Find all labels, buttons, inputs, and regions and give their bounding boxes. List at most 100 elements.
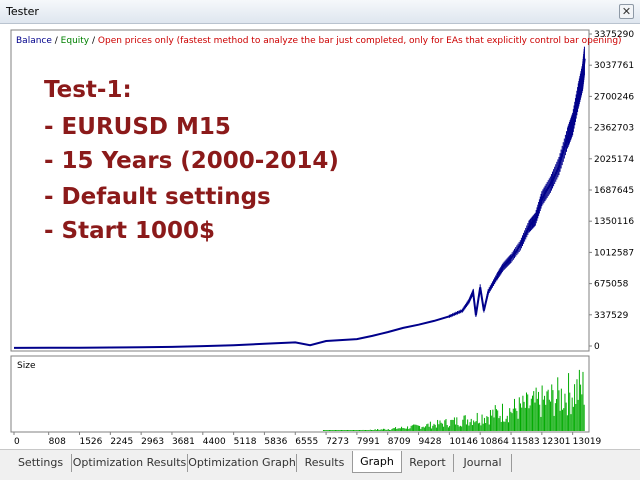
size-bar — [368, 430, 370, 431]
size-bar — [332, 430, 334, 431]
size-bar — [440, 422, 442, 431]
size-bar — [541, 385, 543, 431]
size-bar — [527, 394, 529, 431]
size-bar — [405, 428, 407, 431]
size-bar — [349, 430, 351, 431]
y-tick-label: 2362703 — [594, 124, 634, 134]
size-bar — [539, 404, 541, 431]
size-bar — [533, 391, 535, 431]
size-bar — [352, 430, 354, 431]
size-bar — [393, 428, 395, 431]
x-tick-label: 13019 — [573, 437, 602, 447]
tab-journal[interactable]: Journal — [454, 454, 512, 472]
size-bar — [350, 430, 352, 431]
size-bar — [501, 403, 503, 431]
size-bar — [439, 420, 441, 431]
y-tick-label: 3037761 — [594, 61, 634, 71]
tab-optimization-graph[interactable]: Optimization Graph — [188, 454, 297, 472]
size-bar — [510, 411, 512, 431]
size-bar — [500, 421, 502, 431]
size-bar — [497, 410, 499, 431]
size-bar — [334, 430, 336, 431]
tab-optimization-results[interactable]: Optimization Results — [72, 454, 188, 472]
size-bar — [563, 408, 565, 431]
size-bar — [486, 416, 488, 431]
tab-results[interactable]: Results — [304, 456, 345, 469]
size-bar — [379, 429, 381, 431]
tab-graph[interactable]: Graph — [352, 451, 402, 473]
size-bar — [463, 415, 465, 431]
y-axis-ticks: 3375290303776127002462362703202517416876… — [589, 30, 634, 352]
x-tick-label: 7991 — [357, 437, 380, 447]
size-bar — [517, 418, 519, 431]
y-tick-label: 1687645 — [594, 186, 634, 196]
size-bar — [550, 401, 552, 431]
x-tick-label: 6555 — [295, 437, 318, 447]
annotation-line-1: Test-1: — [44, 77, 132, 103]
size-bar — [404, 428, 406, 431]
size-bar — [529, 405, 531, 431]
size-bar — [464, 415, 466, 431]
legend-text: Balance / Equity / Open prices only (fas… — [16, 36, 622, 46]
size-bar — [491, 415, 493, 431]
size-bar — [359, 430, 360, 431]
size-bar — [423, 427, 425, 431]
size-bar — [544, 395, 546, 431]
size-bar — [453, 417, 455, 431]
size-bar — [449, 425, 451, 431]
size-bar — [422, 426, 424, 431]
size-bar — [568, 373, 570, 431]
size-bar — [330, 430, 332, 431]
size-bar — [554, 403, 556, 431]
x-tick-label: 5836 — [264, 437, 287, 447]
size-bar — [348, 430, 350, 431]
y-tick-label: 675058 — [594, 280, 629, 290]
size-bar — [526, 392, 528, 431]
size-bar — [356, 430, 358, 431]
size-bar — [431, 428, 433, 431]
size-bar — [479, 422, 481, 431]
tab-settings[interactable]: Settings — [10, 454, 72, 472]
size-bar — [408, 428, 410, 431]
size-bar — [575, 403, 577, 431]
tab-report[interactable]: Report — [402, 454, 454, 472]
size-bar — [492, 409, 494, 431]
size-bar — [551, 384, 553, 431]
x-tick-label: 10146 — [449, 437, 478, 447]
size-bar — [461, 426, 463, 431]
size-bar — [360, 430, 362, 431]
size-bar — [515, 408, 517, 431]
size-bar — [395, 427, 397, 431]
x-tick-label: 8709 — [388, 437, 411, 447]
size-bar — [507, 422, 509, 431]
x-tick-label: 10864 — [480, 437, 509, 447]
legend-sep-2: / — [89, 36, 98, 46]
size-bar — [386, 429, 388, 431]
size-bar — [456, 417, 458, 431]
size-bar — [559, 410, 561, 431]
size-bar — [324, 430, 326, 431]
x-tick-label: 2245 — [110, 437, 133, 447]
size-bar — [345, 430, 347, 431]
x-tick-label: 2963 — [141, 437, 164, 447]
x-tick-label: 11583 — [511, 437, 540, 447]
size-bar — [552, 390, 554, 431]
size-bar — [556, 398, 558, 431]
size-bar — [483, 417, 485, 431]
size-bar — [465, 424, 467, 431]
size-bar — [583, 404, 585, 431]
y-tick-label: 0 — [594, 342, 600, 352]
size-bar — [457, 424, 459, 431]
size-bar — [489, 410, 491, 431]
annotation-line-3: - 15 Years (2000-2014) — [44, 148, 339, 174]
size-bar — [520, 403, 521, 431]
size-bar — [342, 430, 344, 431]
size-bar — [574, 384, 576, 431]
size-bar — [580, 384, 582, 431]
size-bar — [473, 420, 475, 431]
size-bar — [494, 405, 496, 431]
close-icon[interactable]: ✕ — [619, 4, 634, 19]
size-bar — [451, 419, 453, 431]
size-panel-label: Size — [17, 361, 36, 371]
size-bar — [398, 428, 400, 431]
